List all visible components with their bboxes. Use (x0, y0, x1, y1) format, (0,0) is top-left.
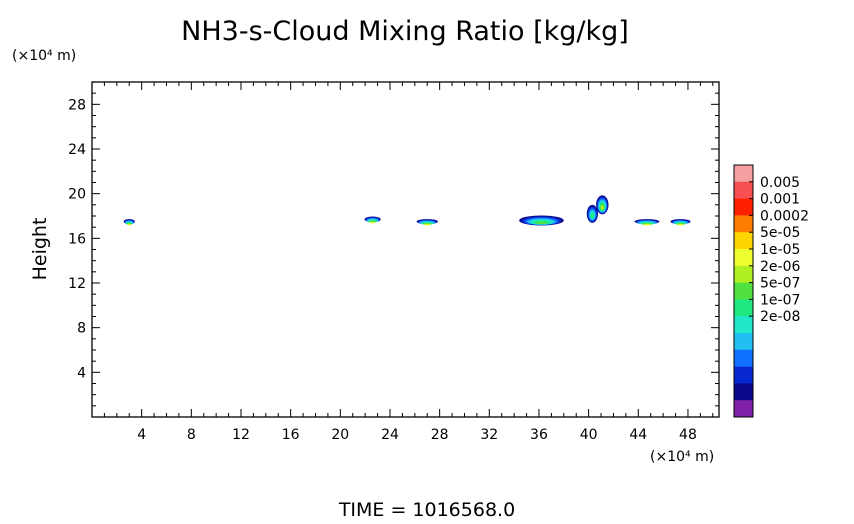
colorbar-swatch (734, 249, 753, 267)
cloud-patch (416, 219, 438, 226)
colorbar-label: 5e-05 (760, 225, 800, 241)
cloud-patch (596, 195, 609, 215)
chart-title: NH3-s-Cloud Mixing Ratio [kg/kg] (181, 16, 629, 47)
colorbar-label: 0.0002 (760, 208, 809, 224)
y-tick-label: 4 (77, 365, 86, 381)
cloud-patch (519, 215, 564, 226)
colorbar-label: 1e-07 (760, 292, 800, 308)
cloud-contour-fill (600, 205, 604, 210)
colorbar-swatch (734, 181, 753, 199)
colorbar-label: 2e-06 (760, 259, 800, 275)
y-tick-label: 24 (68, 142, 86, 158)
colorbar-swatch (734, 299, 753, 317)
colorbar-label: 1e-05 (760, 242, 800, 258)
y-axis-label: Height (29, 218, 51, 281)
x-tick-label: 16 (282, 427, 300, 443)
colorbar-swatch (734, 198, 753, 216)
colorbar-swatch (734, 165, 753, 183)
cloud-patch (364, 216, 381, 224)
cloud-patch (670, 219, 691, 226)
y-tick-label: 28 (68, 97, 86, 113)
cloud-patch (123, 219, 135, 226)
cloud-contour-fill (535, 221, 548, 225)
cloud-contour-fill (590, 213, 594, 219)
x-tick-label: 28 (431, 427, 449, 443)
time-footer: TIME = 1016568.0 (338, 499, 515, 519)
colorbar-swatch (734, 265, 753, 283)
x-tick-label: 32 (480, 427, 498, 443)
cloud-contour-fill (425, 223, 430, 226)
colorbar-swatch (734, 316, 753, 334)
x-tick-label: 24 (381, 427, 399, 443)
x-tick-label: 4 (137, 427, 146, 443)
y-axis-unit: (×10⁴ m) (12, 48, 76, 64)
colorbar-label: 0.005 (760, 175, 800, 191)
colorbar-swatch (734, 333, 753, 351)
plot-frame (91, 81, 720, 418)
cloud-contour-fill (644, 223, 650, 226)
cloud-contour-fill (128, 223, 131, 226)
colorbar: 0.0050.0010.00025e-051e-052e-065e-071e-0… (733, 164, 809, 418)
x-tick-label: 48 (679, 427, 697, 443)
colorbar-swatch (734, 232, 753, 250)
x-tick-label: 20 (331, 427, 349, 443)
cloud-contour-fill (370, 221, 375, 224)
x-axis-unit: (×10⁴ m) (650, 449, 714, 465)
cloud-patch (634, 219, 660, 226)
colorbar-frame (733, 164, 754, 418)
x-tick-label: 40 (580, 427, 598, 443)
y-tick-label: 20 (68, 187, 86, 203)
cloud-contour-fill (678, 223, 683, 226)
colorbar-label: 0.001 (760, 192, 800, 208)
colorbar-label: 2e-08 (760, 309, 800, 325)
colorbar-swatch (734, 383, 753, 401)
cloud-patch (586, 204, 598, 223)
colorbar-label: 5e-07 (760, 276, 800, 292)
colorbar-swatch (734, 215, 753, 233)
colorbar-swatch (734, 349, 753, 367)
x-tick-label: 8 (187, 427, 196, 443)
x-tick-label: 44 (629, 427, 647, 443)
x-tick-label: 36 (530, 427, 548, 443)
y-tick-label: 8 (77, 321, 86, 337)
colorbar-swatch (734, 366, 753, 384)
x-tick-label: 12 (232, 427, 250, 443)
y-tick-label: 12 (68, 276, 86, 292)
colorbar-swatch (734, 400, 753, 418)
y-tick-label: 16 (68, 231, 86, 247)
colorbar-swatch (734, 282, 753, 300)
